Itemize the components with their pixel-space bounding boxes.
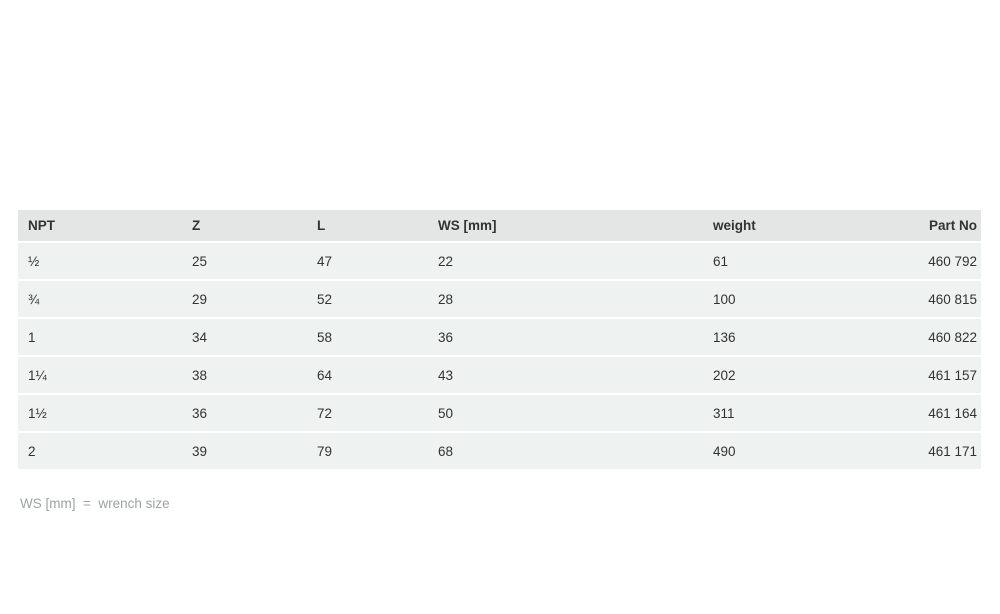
column-header-part-no: Part No: [883, 210, 981, 243]
table-cell: 311: [703, 394, 883, 433]
table-cell: 22: [428, 242, 703, 281]
table-cell: 100: [703, 280, 883, 319]
table-cell: 43: [428, 356, 703, 395]
table-cell: 34: [182, 318, 307, 357]
table-cell: 1½: [18, 394, 182, 433]
table-cell: 461 164: [883, 394, 981, 433]
table-cell: 2: [18, 432, 182, 471]
table-cell: 61: [703, 242, 883, 281]
table-row: 1 34 58 36 136 460 822: [18, 318, 981, 357]
table-cell: 1: [18, 318, 182, 357]
table-cell: 1¼: [18, 356, 182, 395]
table-cell: 36: [428, 318, 703, 357]
table-cell: 39: [182, 432, 307, 471]
column-header-ws: WS [mm]: [428, 210, 703, 243]
table-cell: 38: [182, 356, 307, 395]
table-cell: 47: [307, 242, 428, 281]
table-row: 1½ 36 72 50 311 461 164: [18, 394, 981, 433]
table-cell: 79: [307, 432, 428, 471]
table-cell: 52: [307, 280, 428, 319]
table-cell: 461 171: [883, 432, 981, 471]
table-cell: 64: [307, 356, 428, 395]
footnote: WS [mm] = wrench size: [20, 496, 170, 511]
table-cell: 460 792: [883, 242, 981, 281]
table-header-row: NPT Z L WS [mm] weight Part No: [18, 210, 981, 243]
table-cell: ¾: [18, 280, 182, 319]
column-header-npt: NPT: [18, 210, 182, 243]
table-row: 2 39 79 68 490 461 171: [18, 432, 981, 471]
table-cell: 136: [703, 318, 883, 357]
table-row: ¾ 29 52 28 100 460 815: [18, 280, 981, 319]
column-header-z: Z: [182, 210, 307, 243]
table-cell: 36: [182, 394, 307, 433]
table-cell: 29: [182, 280, 307, 319]
table-cell: 58: [307, 318, 428, 357]
column-header-l: L: [307, 210, 428, 243]
table-cell: 460 815: [883, 280, 981, 319]
spec-table: NPT Z L WS [mm] weight Part No ½ 25 47 22 61…: [18, 210, 981, 471]
table-cell: 72: [307, 394, 428, 433]
table-cell: 461 157: [883, 356, 981, 395]
table-cell: 28: [428, 280, 703, 319]
table-cell: ½: [18, 242, 182, 281]
table-cell: 202: [703, 356, 883, 395]
table-cell: 68: [428, 432, 703, 471]
table-cell: 490: [703, 432, 883, 471]
table-cell: 50: [428, 394, 703, 433]
table-row: 1¼ 38 64 43 202 461 157: [18, 356, 981, 395]
table-cell: 25: [182, 242, 307, 281]
column-header-weight: weight: [703, 210, 883, 243]
table-row: ½ 25 47 22 61 460 792: [18, 242, 981, 281]
table-cell: 460 822: [883, 318, 981, 357]
